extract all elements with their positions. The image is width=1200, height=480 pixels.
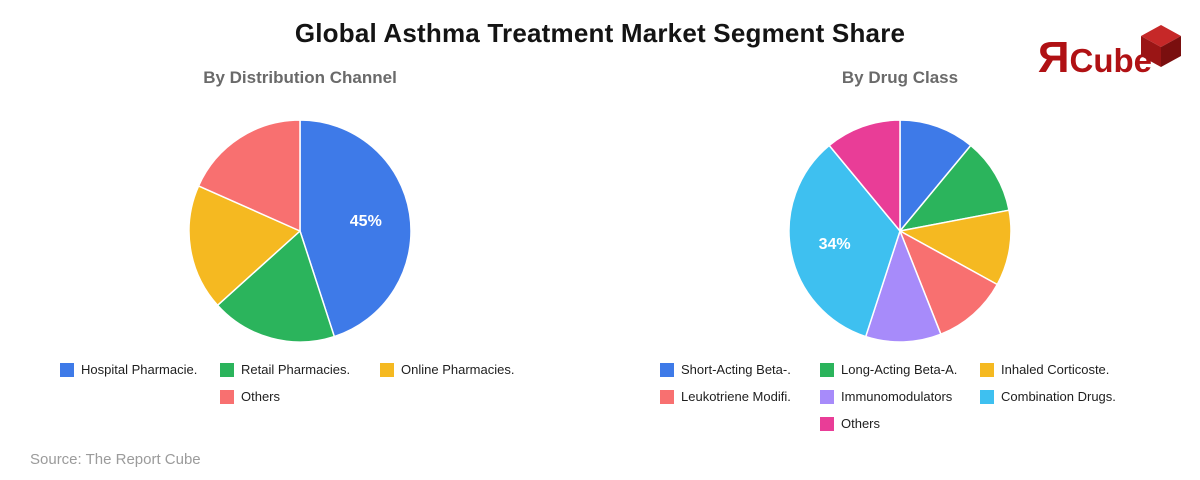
legend-swatch-icon [660, 389, 674, 404]
pie-slice-0 [899, 119, 972, 232]
legend-swatch-icon [980, 362, 994, 377]
legend-item-0: Short-Acting Beta-. [660, 356, 820, 383]
pie-slice-2 [188, 185, 301, 307]
legend-label: Retail Pharmacies. [241, 362, 351, 377]
chart-subtitle-drug-class: By Drug Class [841, 68, 959, 87]
legend-label: Others [841, 416, 881, 431]
legend-item-3: Others [220, 383, 380, 410]
distribution-channel-chart-section: By Distribution Channel 45% Hospital Pha… [60, 68, 540, 410]
legend-swatch-icon [60, 362, 74, 377]
legend-item-3: Leukotriene Modifi. [660, 383, 820, 410]
legend-swatch-icon [980, 389, 994, 404]
page-title: Global Asthma Treatment Market Segment S… [294, 18, 906, 48]
legend-label: Hospital Pharmacie. [81, 362, 198, 377]
legend-swatch-icon [220, 389, 234, 404]
legend-swatch-icon [820, 389, 834, 404]
pie-slice-0 [299, 119, 412, 338]
source-attribution: Source: The Report Cube [30, 451, 201, 468]
legend-swatch-icon [820, 416, 834, 431]
legend-item-6: Others [820, 410, 980, 437]
legend-distribution-channel: Hospital Pharmacie. Retail Pharmacies. Onl… [60, 356, 540, 410]
red-cube-icon [1141, 25, 1181, 67]
legend-label: Short-Acting Beta-. [681, 362, 791, 377]
legend-label: Immunomodulators [841, 389, 953, 404]
chart-subtitle-distribution-channel: By Distribution Channel [203, 68, 397, 87]
legend-drug-class: Short-Acting Beta-. Long-Acting Beta-A. In… [660, 356, 1140, 437]
pie-percent-label: 45% [350, 213, 382, 230]
legend-item-2: Online Pharmacies. [380, 356, 540, 383]
legend-label: Long-Acting Beta-A. [841, 362, 958, 377]
pie-slice-2 [899, 209, 1012, 286]
pie-slice-6 [828, 119, 901, 232]
legend-label: Leukotriene Modifi. [681, 389, 791, 404]
pie-slice-1 [216, 230, 336, 343]
pie-slice-4 [864, 230, 942, 343]
legend-item-4: Immunomodulators [820, 383, 980, 410]
pie-slice-3 [899, 230, 999, 335]
legend-swatch-icon [380, 362, 394, 377]
legend-item-2: Inhaled Corticoste. [980, 356, 1140, 383]
legend-item-5: Combination Drugs. [980, 383, 1140, 410]
legend-item-0: Hospital Pharmacie. [60, 356, 220, 383]
legend-swatch-icon [820, 362, 834, 377]
legend-item-1: Retail Pharmacies. [220, 356, 380, 383]
drug-class-chart-section: By Drug Class 34% Short-Acting Beta-. Lon… [600, 0, 1200, 480]
legend-item-1: Long-Acting Beta-A. [820, 356, 980, 383]
pie-chart-distribution-channel: 45% [188, 119, 412, 343]
pie-slice-3 [197, 119, 301, 232]
logo-r-glyph: Я [1037, 33, 1070, 82]
pie-slice-5 [788, 144, 901, 338]
report-cube-logo: Я Cube [1038, 24, 1182, 84]
pie-slice-1 [899, 144, 1010, 232]
logo-text: Cube [1069, 42, 1153, 79]
legend-label: Inhaled Corticoste. [1001, 362, 1110, 377]
pie-percent-label: 34% [819, 236, 851, 253]
pie-chart-drug-class: 34% [788, 119, 1012, 343]
legend-swatch-icon [220, 362, 234, 377]
legend-label: Online Pharmacies. [401, 362, 515, 377]
legend-label: Others [241, 389, 281, 404]
legend-label: Combination Drugs. [1001, 389, 1116, 404]
legend-swatch-icon [660, 362, 674, 377]
